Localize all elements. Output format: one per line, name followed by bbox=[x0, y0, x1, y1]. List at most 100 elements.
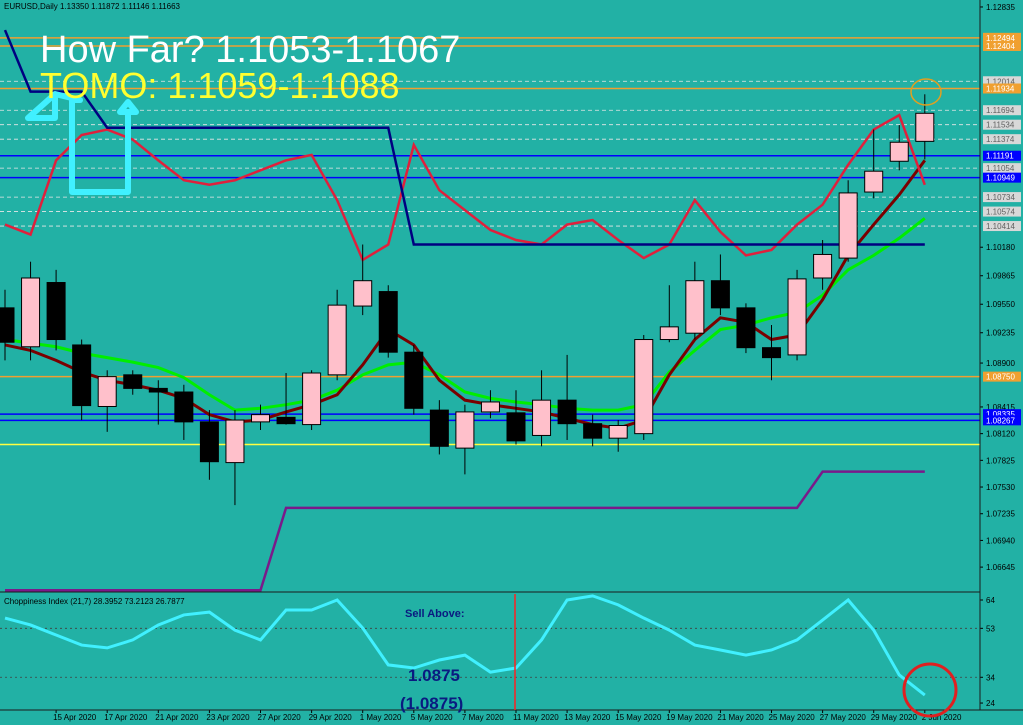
x-tick-label: 11 May 2020 bbox=[513, 713, 559, 722]
y-tick-label: 24 bbox=[986, 699, 995, 708]
chart-title: EURUSD,Daily 1.13350 1.11872 1.11146 1.1… bbox=[4, 2, 181, 11]
level-label: 1.11054 bbox=[986, 164, 1015, 173]
x-tick-label: 27 Apr 2020 bbox=[258, 713, 302, 722]
x-tick-label: 29 May 2020 bbox=[871, 713, 918, 722]
candle-body bbox=[327, 304, 347, 376]
candle-body bbox=[736, 307, 756, 349]
y-tick-label: 1.08415 bbox=[986, 403, 1015, 412]
candle-body bbox=[353, 280, 373, 307]
level-label-box bbox=[983, 40, 1021, 51]
x-tick-label: 25 May 2020 bbox=[769, 713, 816, 722]
y-tick-label: 1.09550 bbox=[986, 300, 1015, 309]
level-label: 1.10414 bbox=[986, 222, 1015, 231]
candle-body bbox=[659, 326, 679, 341]
y-tick-label: 1.09235 bbox=[986, 329, 1015, 338]
candle-body bbox=[455, 411, 475, 449]
level-label: 1.11191 bbox=[986, 152, 1014, 161]
candle-body bbox=[787, 278, 807, 356]
level-label: 1.11374 bbox=[986, 135, 1015, 144]
annotation: 1.0875 bbox=[408, 666, 460, 685]
candle-body bbox=[225, 419, 245, 464]
y-tick-label: 53 bbox=[986, 624, 995, 633]
candle-body bbox=[21, 277, 41, 348]
candle-body bbox=[506, 412, 526, 442]
level-label-box bbox=[983, 134, 1021, 145]
level-label: 1.12404 bbox=[986, 42, 1015, 51]
x-tick-label: 23 Apr 2020 bbox=[206, 713, 250, 722]
y-tick-label: 64 bbox=[986, 596, 995, 605]
x-tick-label: 5 May 2020 bbox=[411, 713, 453, 722]
candle-body bbox=[608, 424, 628, 439]
level-label: 1.10734 bbox=[986, 193, 1015, 202]
candle-body bbox=[148, 387, 168, 393]
y-tick-label: 1.08900 bbox=[986, 359, 1015, 368]
candle-body bbox=[199, 421, 219, 463]
level-label: 1.08267 bbox=[986, 416, 1015, 425]
level-label-box bbox=[983, 119, 1021, 130]
overlay-line bbox=[4, 217, 926, 412]
candle-body bbox=[123, 374, 143, 389]
y-tick-label: 1.07530 bbox=[986, 483, 1015, 492]
annotation: Sell Above: bbox=[405, 608, 465, 620]
level-label-box bbox=[983, 76, 1021, 87]
candle-body bbox=[72, 344, 92, 407]
y-tick-label: 1.10180 bbox=[986, 243, 1015, 252]
x-tick-label: 21 May 2020 bbox=[717, 713, 764, 722]
candle-body bbox=[557, 399, 577, 425]
candle-body bbox=[915, 112, 935, 142]
candle-body bbox=[0, 307, 15, 343]
indicator bbox=[0, 594, 980, 697]
level-label: 1.11534 bbox=[986, 121, 1015, 130]
x-tick-label: 13 May 2020 bbox=[564, 713, 611, 722]
x-tick-label: 17 Apr 2020 bbox=[104, 713, 148, 722]
highlight-circle bbox=[910, 78, 942, 106]
x-tick-label: 15 Apr 2020 bbox=[53, 713, 97, 722]
candle-body bbox=[685, 280, 705, 334]
x-tick-label: 2 Jun 2020 bbox=[922, 713, 962, 722]
candle-body bbox=[174, 391, 194, 423]
annotation: (1.0875) bbox=[400, 694, 463, 713]
arrow bbox=[25, 91, 139, 195]
level-label-box bbox=[983, 163, 1021, 174]
candle-body bbox=[302, 372, 322, 426]
candle-body bbox=[864, 170, 884, 193]
level-label-box bbox=[983, 371, 1021, 382]
level-label-box bbox=[983, 192, 1021, 203]
level-label-box bbox=[983, 221, 1021, 232]
annotation: How Far? 1.1053-1.1067 bbox=[40, 29, 460, 71]
candle-body bbox=[480, 401, 500, 413]
y-tick-label: 1.07825 bbox=[986, 456, 1015, 465]
highlight-circle bbox=[902, 662, 958, 718]
level-label: 1.10949 bbox=[986, 174, 1015, 183]
candle-body bbox=[889, 141, 909, 162]
candle-body bbox=[813, 253, 833, 279]
y-tick-label: 1.09865 bbox=[986, 272, 1015, 281]
overlay-line bbox=[3, 29, 925, 246]
level-label: 1.08750 bbox=[986, 373, 1015, 382]
candle-body bbox=[378, 291, 398, 353]
x-tick-label: 15 May 2020 bbox=[615, 713, 662, 722]
level-label: 1.11694 bbox=[986, 106, 1015, 115]
annotation: TOMO: 1.1059-1.1088 bbox=[40, 65, 400, 106]
candles bbox=[0, 94, 935, 506]
candle-body bbox=[251, 414, 270, 423]
level-label-box bbox=[983, 206, 1021, 217]
x-tick-label: 19 May 2020 bbox=[666, 713, 713, 722]
y-tick-label: 1.12835 bbox=[986, 3, 1015, 12]
y-tick-label: 1.06645 bbox=[986, 563, 1015, 572]
axes: 1.12835 1.10180 1.09865 1.09550 1.09235 1.089… bbox=[53, 3, 1021, 722]
candle-body bbox=[46, 282, 66, 341]
level-label-box bbox=[983, 105, 1021, 116]
candle-body bbox=[583, 423, 603, 439]
candle-body bbox=[762, 347, 781, 359]
overlay-line bbox=[4, 113, 926, 262]
level-label: 1.11934 bbox=[986, 85, 1015, 94]
x-tick-label: 21 Apr 2020 bbox=[155, 713, 199, 722]
level-label-box bbox=[983, 150, 1021, 161]
y-tick-label: 1.08120 bbox=[986, 430, 1015, 439]
x-tick-label: 7 May 2020 bbox=[462, 713, 504, 722]
candle-body bbox=[634, 339, 654, 435]
y-tick-label: 1.07235 bbox=[986, 510, 1015, 519]
